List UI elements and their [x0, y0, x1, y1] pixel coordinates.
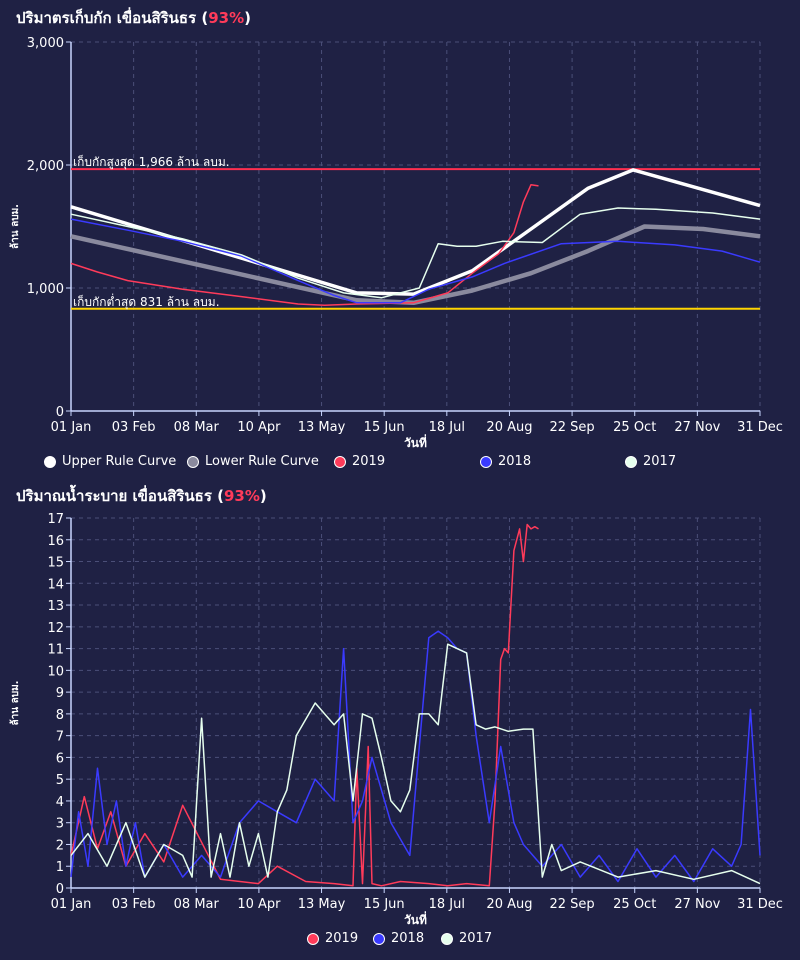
legend-label-2018: 2018 — [498, 454, 532, 469]
release-x-tick-label: 10 Apr — [237, 897, 281, 912]
release-series-2017 — [70, 643, 761, 885]
release-x-tick-label: 27 Nov — [674, 897, 720, 912]
legend-dot-upper — [44, 455, 56, 468]
release-x-tick-label: 31 Dec — [737, 897, 783, 912]
release-x-tick-label: 20 Aug — [486, 897, 532, 912]
legend2-dot-2017 — [441, 932, 453, 945]
release-y-tick-label: 12 — [47, 621, 64, 636]
storage-x-tick-label: 22 Sep — [549, 420, 594, 435]
release-x-tick-label: 25 Oct — [613, 897, 656, 912]
legend-dot-lower — [187, 455, 199, 468]
storage-series-2018 — [70, 218, 761, 304]
legend-dot-2019 — [334, 455, 346, 468]
release-x-tick-label: 22 Sep — [549, 897, 594, 912]
legend-2019[interactable]: 2019 — [334, 454, 385, 469]
storage-pct: 93% — [208, 9, 245, 27]
release-title-end: ) — [259, 487, 267, 505]
release-series-2019 — [70, 523, 539, 887]
storage-min-label: เก็บกักต่ำสุด 831 ล้าน ลบม. — [73, 293, 220, 310]
storage-chart: 01 Jan 03 Feb 08 Mar 10 Apr 13 May 15 Jun 18 J… — [9, 36, 783, 450]
storage-series-upper-rule-curve — [70, 168, 761, 296]
storage-x-tick-label: 01 Jan — [51, 420, 92, 435]
release-series-2018 — [70, 630, 761, 883]
storage-x-axis-title: วันที่ — [404, 434, 427, 450]
legend-label-2017: 2017 — [643, 454, 677, 469]
storage-y-tick-label: 1,000 — [27, 282, 64, 297]
legend-label-2019: 2019 — [352, 454, 386, 469]
legend-2018[interactable]: 2018 — [480, 454, 531, 469]
release-y-tick-label: 1 — [56, 860, 64, 875]
release-title-text: ปริมาณน้ำระบาย เขื่อนสิรินธร ( — [16, 487, 224, 505]
release-x-tick-label: 03 Feb — [112, 897, 156, 912]
legend2-dot-2018 — [373, 932, 385, 945]
release-x-tick-label: 13 May — [298, 897, 346, 912]
release-x-axis-title: วันที่ — [404, 911, 427, 927]
release-y-tick-label: 17 — [47, 512, 64, 527]
storage-x-tick-label: 10 Apr — [237, 420, 281, 435]
legend2-dot-2019 — [307, 932, 319, 945]
storage-x-tick-label: 20 Aug — [486, 420, 532, 435]
release-y-tick-label: 5 — [56, 773, 64, 788]
release-title: ปริมาณน้ำระบาย เขื่อนสิรินธร (93%) — [16, 484, 267, 508]
storage-x-tick-label: 15 Jun — [364, 420, 405, 435]
storage-x-tick-label: 25 Oct — [613, 420, 656, 435]
storage-y-tick-label: 0 — [56, 405, 64, 420]
storage-series-lower-rule-curve — [70, 224, 761, 306]
storage-x-tick-label: 03 Feb — [112, 420, 156, 435]
release-y-axis-title: ล้าน ลบม. — [9, 681, 21, 726]
legend-2017[interactable]: 2017 — [625, 454, 676, 469]
storage-x-tick-label: 08 Mar — [174, 420, 220, 435]
release-x-tick-label: 01 Jan — [51, 897, 92, 912]
storage-series-2017 — [70, 207, 761, 299]
legend2-label-2017: 2017 — [459, 931, 493, 946]
storage-title-text: ปริมาตรเก็บกัก เขื่อนสิรินธร ( — [16, 9, 209, 27]
release-x-tick-label: 18 Jul — [429, 897, 465, 912]
storage-max-label: เก็บกักสูงสุด 1,966 ล้าน ลบม. — [73, 154, 230, 170]
legend-label-lower: Lower Rule Curve — [205, 454, 319, 469]
legend-upper-rule-curve[interactable]: Upper Rule Curve — [44, 454, 176, 469]
release-y-tick-label: 8 — [56, 708, 64, 723]
storage-legend: Upper Rule Curve Lower Rule Curve 2019 2… — [0, 454, 800, 474]
legend-label-upper: Upper Rule Curve — [62, 454, 177, 469]
release-y-tick-label: 6 — [56, 751, 64, 766]
release-y-tick-label: 4 — [56, 795, 64, 810]
legend2-label-2018: 2018 — [391, 931, 425, 946]
storage-title-end: ) — [244, 9, 251, 27]
storage-title: ปริมาตรเก็บกัก เขื่อนสิรินธร (93%) — [16, 6, 251, 30]
legend2-2019[interactable]: 2019 — [307, 931, 358, 946]
storage-x-tick-label: 18 Jul — [429, 420, 465, 435]
legend-dot-2018 — [480, 455, 492, 468]
release-y-tick-label: 15 — [47, 556, 64, 571]
storage-panel: ปริมาตรเก็บกัก เขื่อนสิรินธร (93%) 01 Ja… — [0, 0, 800, 478]
storage-x-tick-label: 27 Nov — [674, 420, 720, 435]
release-y-tick-label: 14 — [47, 577, 64, 592]
storage-y-tick-label: 3,000 — [27, 36, 64, 51]
legend2-label-2019: 2019 — [325, 931, 359, 946]
release-legend: 2019 2018 2017 — [0, 931, 800, 951]
release-x-tick-label: 08 Mar — [174, 897, 220, 912]
storage-y-axis-title: ล้าน ลบม. — [9, 204, 21, 249]
storage-x-tick-label: 13 May — [298, 420, 346, 435]
release-chart: 01 Jan 03 Feb 08 Mar 10 Apr 13 May 15 Jun 18 J… — [9, 512, 783, 927]
release-pct: 93% — [223, 487, 260, 505]
release-y-tick-label: 16 — [47, 534, 64, 549]
release-y-tick-label: 10 — [47, 664, 64, 679]
legend-dot-2017 — [625, 455, 637, 468]
legend-lower-rule-curve[interactable]: Lower Rule Curve — [187, 454, 319, 469]
release-y-tick-label: 9 — [56, 686, 64, 701]
legend2-2017[interactable]: 2017 — [441, 931, 492, 946]
storage-y-tick-label: 2,000 — [27, 159, 64, 174]
release-y-tick-label: 7 — [56, 730, 64, 745]
legend2-2018[interactable]: 2018 — [373, 931, 424, 946]
storage-x-tick-label: 31 Dec — [737, 420, 783, 435]
release-x-tick-label: 15 Jun — [364, 897, 405, 912]
release-y-tick-label: 3 — [56, 817, 64, 832]
release-y-tick-label: 0 — [56, 882, 64, 897]
release-panel: ปริมาณน้ำระบาย เขื่อนสิรินธร (93%) 01 Ja… — [0, 478, 800, 960]
release-y-tick-label: 11 — [47, 643, 64, 658]
release-y-tick-label: 2 — [56, 838, 64, 853]
release-y-tick-label: 13 — [47, 599, 64, 614]
